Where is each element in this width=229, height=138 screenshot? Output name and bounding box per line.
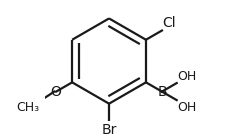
Text: O: O xyxy=(50,85,61,99)
Text: CH₃: CH₃ xyxy=(16,101,39,114)
Text: B: B xyxy=(156,85,166,99)
Text: Cl: Cl xyxy=(162,16,175,30)
Text: OH: OH xyxy=(176,70,196,83)
Text: Br: Br xyxy=(101,123,116,137)
Text: OH: OH xyxy=(176,101,196,114)
